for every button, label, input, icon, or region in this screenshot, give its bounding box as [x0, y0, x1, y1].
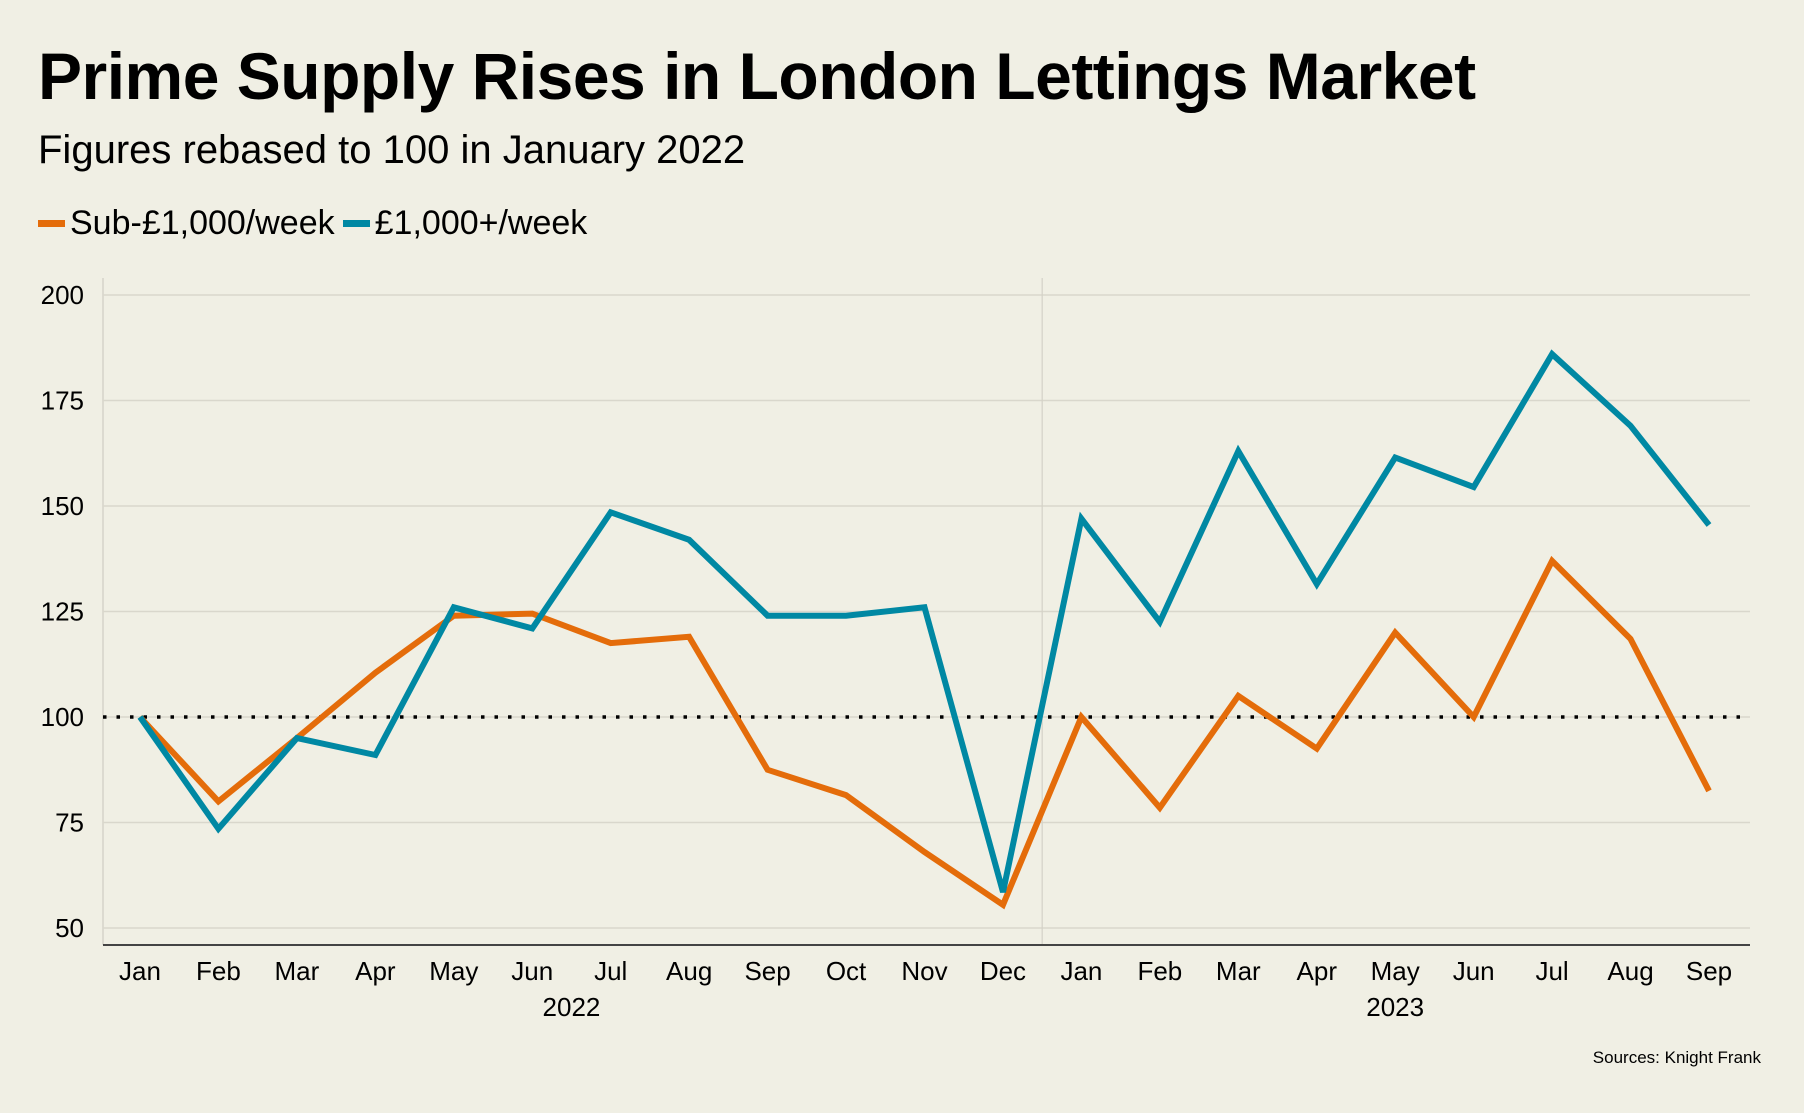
x-tick-label: Oct	[826, 956, 867, 986]
x-tick-label: Aug	[1607, 956, 1653, 986]
y-tick-label: 200	[41, 280, 84, 310]
y-tick-label: 100	[41, 702, 84, 732]
source-note: Sources: Knight Frank	[1592, 1048, 1761, 1067]
x-tick-label: Jul	[1535, 956, 1568, 986]
y-tick-label: 175	[41, 386, 84, 416]
x-tick-label: Jan	[119, 956, 161, 986]
x-tick-label: Apr	[1297, 956, 1338, 986]
x-tick-label: Jun	[511, 956, 553, 986]
legend-swatch-1000-plus	[342, 220, 370, 227]
chart-title: Prime Supply Rises in London Lettings Ma…	[38, 39, 1476, 113]
legend-label-sub-1000: Sub-£1,000/week	[70, 204, 335, 242]
x-tick-label: Mar	[1216, 956, 1261, 986]
y-tick-label: 125	[41, 597, 84, 627]
x-tick-label: Jul	[594, 956, 627, 986]
chart-subtitle: Figures rebased to 100 in January 2022	[38, 128, 746, 172]
legend-label-1000-plus: £1,000+/week	[374, 204, 588, 242]
x-tick-label: Jun	[1453, 956, 1495, 986]
legend-swatch-sub-1000	[38, 220, 65, 227]
legend: Sub-£1,000/week £1,000+/week	[38, 204, 595, 243]
series-line-1	[137, 349, 1712, 893]
y-tick-label: 75	[55, 808, 84, 838]
legend-item-1000-plus: £1,000+/week	[342, 204, 588, 243]
x-tick-label: Nov	[901, 956, 947, 986]
x-tick-label: May	[1371, 956, 1420, 986]
legend-item-sub-1000: Sub-£1,000/week	[38, 204, 335, 243]
year-label: 2023	[1366, 992, 1424, 1022]
x-tick-label: Aug	[666, 956, 712, 986]
x-tick-label: Feb	[1137, 956, 1182, 986]
x-tick-label: Apr	[355, 956, 396, 986]
x-tick-label: Sep	[744, 956, 790, 986]
x-tick-label: Sep	[1686, 956, 1732, 986]
y-tick-label: 150	[41, 491, 84, 521]
x-tick-label: May	[429, 956, 478, 986]
y-tick-label: 50	[55, 913, 84, 943]
series-line-0	[137, 555, 1712, 910]
year-label: 2022	[543, 992, 601, 1022]
x-tick-label: Jan	[1060, 956, 1102, 986]
x-tick-label: Mar	[275, 956, 320, 986]
x-tick-label: Feb	[196, 956, 241, 986]
x-tick-label: Dec	[980, 956, 1026, 986]
